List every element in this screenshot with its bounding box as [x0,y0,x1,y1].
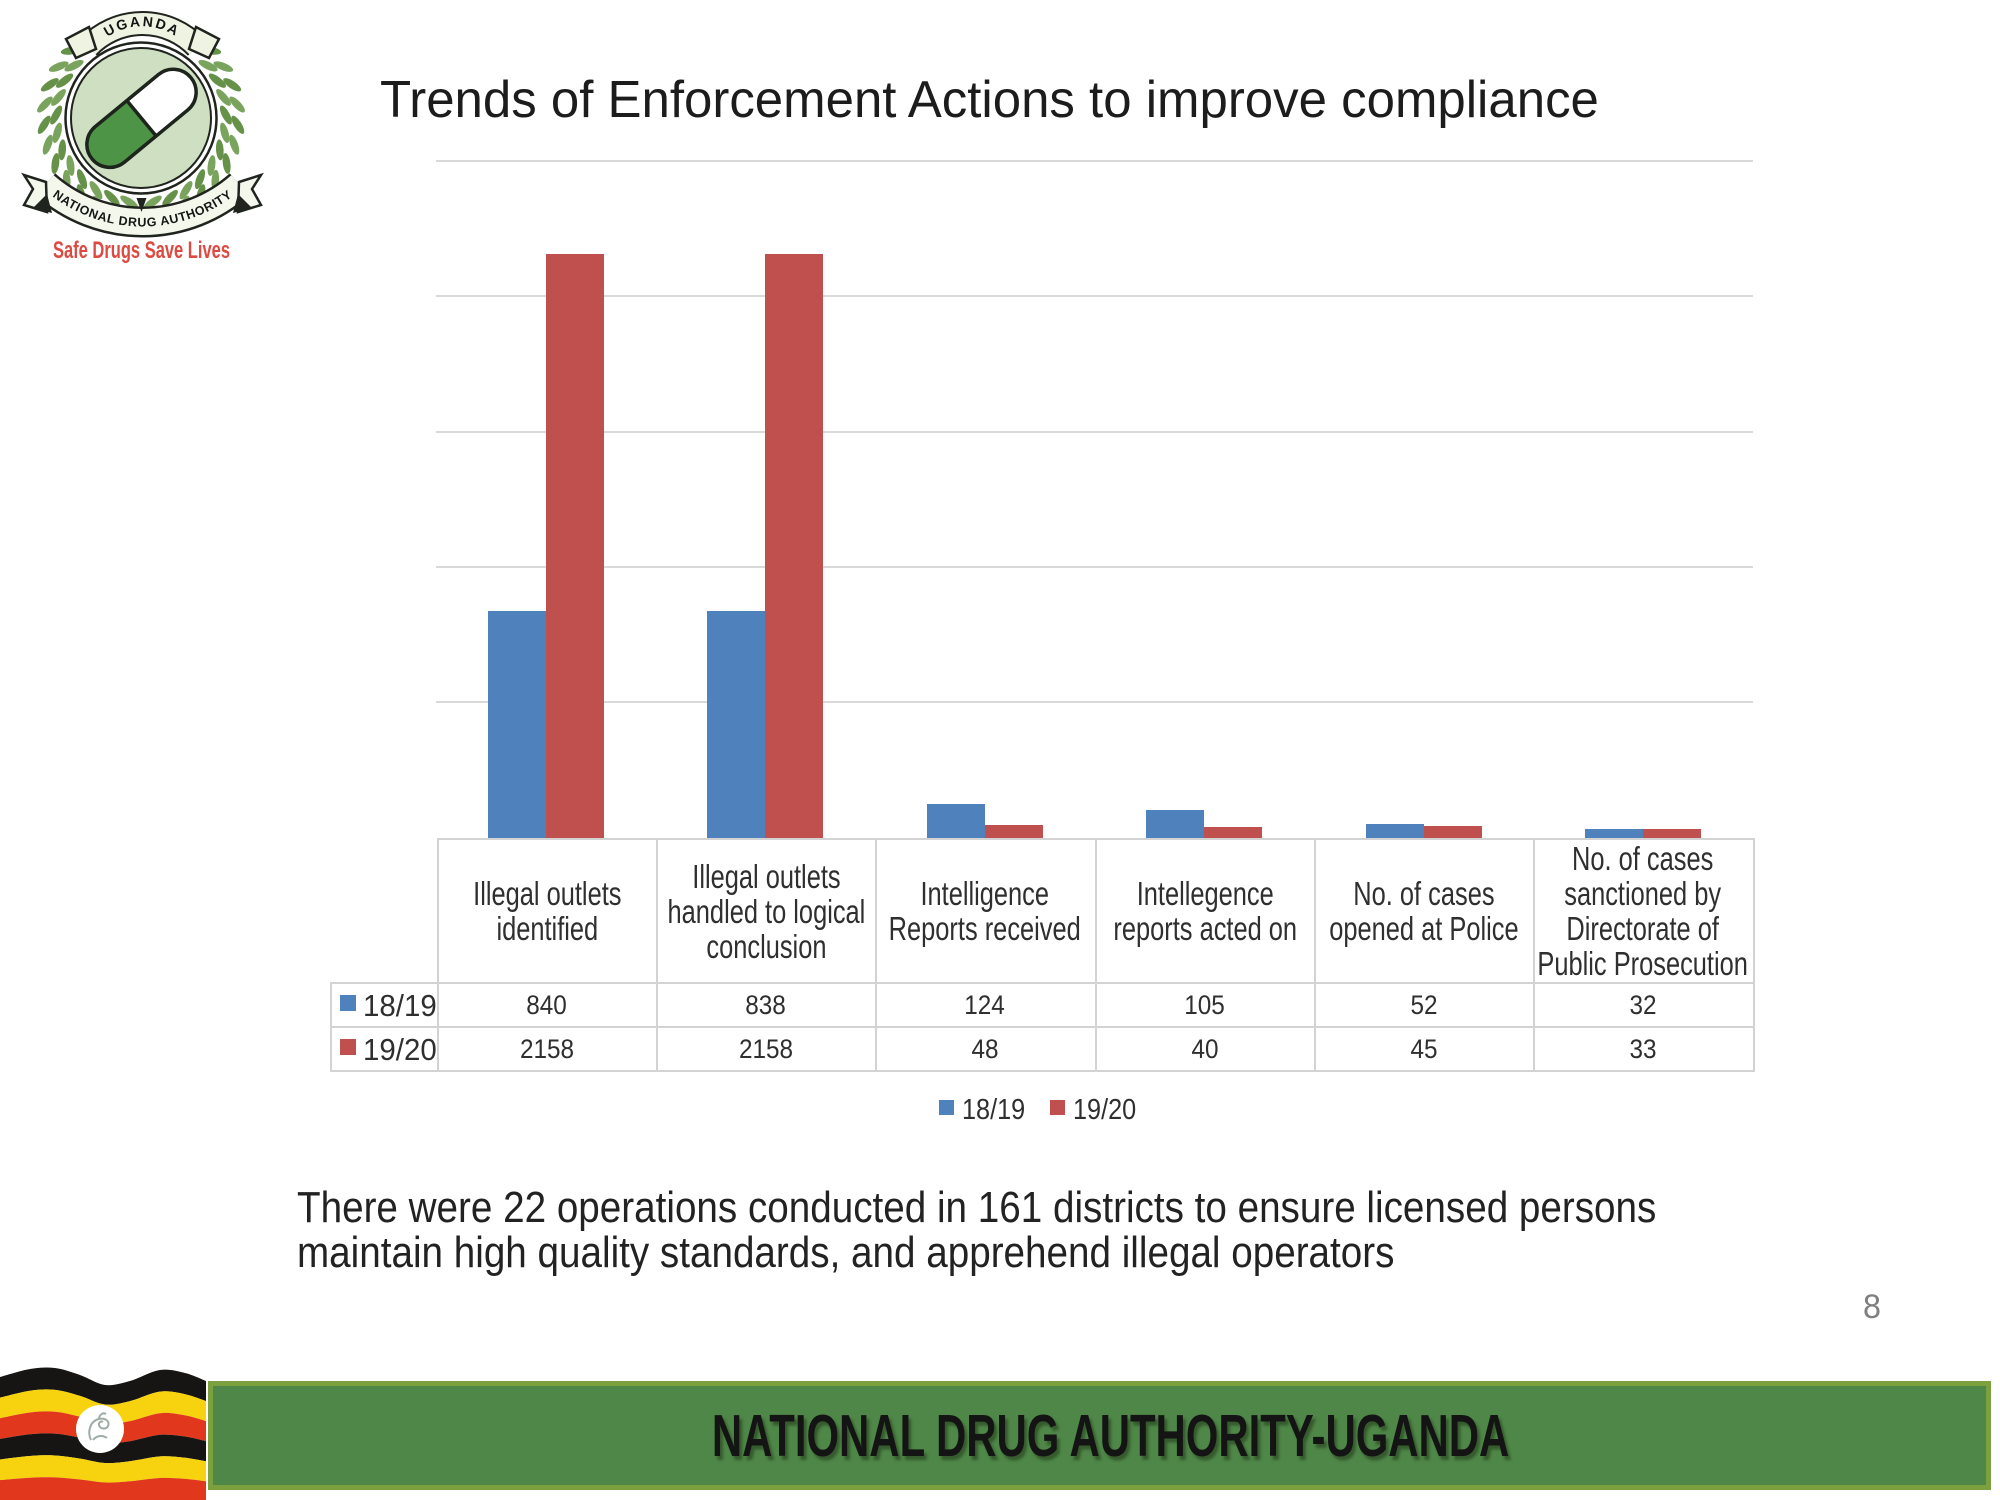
svg-text:Safe Drugs Save Lives: Safe Drugs Save Lives [53,237,230,264]
